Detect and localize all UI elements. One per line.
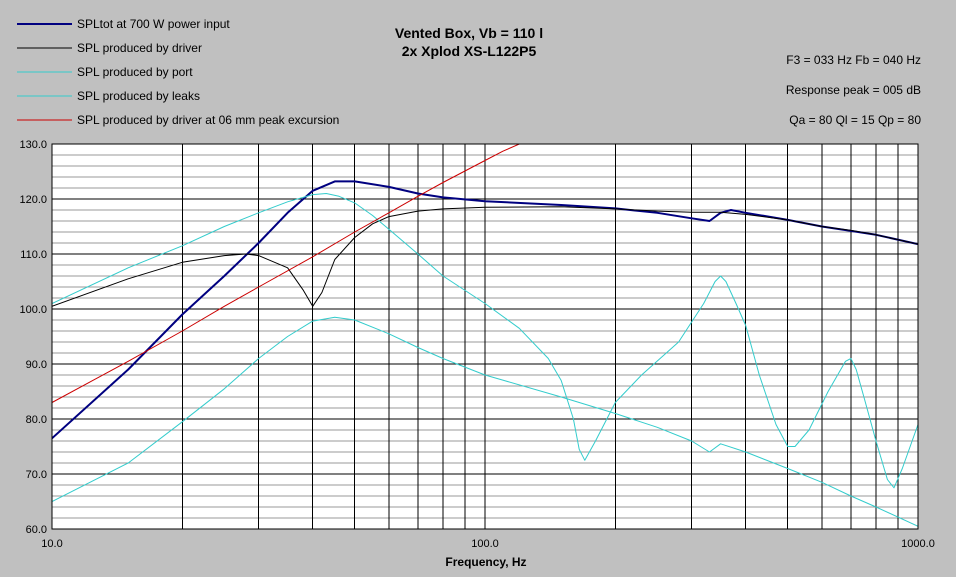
y-tick-label: 80.0	[26, 414, 47, 426]
series-line-5	[52, 144, 520, 403]
y-tick-label: 60.0	[26, 524, 47, 536]
legend-label: SPLtot at 700 W power input	[77, 17, 230, 31]
annotation-f3-fb: F3 = 033 Hz Fb = 040 Hz	[786, 53, 921, 67]
x-tick-label: 10.0	[41, 538, 62, 550]
chart-title: Vented Box, Vb = 110 l	[395, 25, 543, 41]
annotation-q-values: Qa = 80 Ql = 15 Qp = 80	[789, 113, 921, 127]
y-tick-label: 110.0	[20, 249, 47, 261]
grid	[52, 144, 918, 529]
y-tick-label: 70.0	[26, 469, 47, 481]
plot-frame	[51, 143, 919, 530]
series-line-2	[52, 206, 918, 307]
legend-label: SPL produced by driver at 06 mm peak exc…	[77, 113, 339, 127]
x-tick-label: 1000.0	[901, 538, 935, 550]
x-tick-label: 100.0	[471, 538, 499, 550]
legend-label: SPL produced by port	[77, 65, 193, 79]
series-line-4	[52, 316, 918, 527]
y-tick-label: 120.0	[19, 194, 47, 206]
series-layer	[52, 144, 918, 527]
legend: SPLtot at 700 W power input SPL produced …	[17, 17, 339, 127]
series-line-3	[52, 193, 918, 489]
legend-label: SPL produced by leaks	[77, 89, 200, 103]
y-tick-label: 130.0	[19, 139, 47, 151]
x-tick-labels: 10.0 100.0 1000.0	[41, 538, 935, 550]
annotation-response-peak: Response peak = 005 dB	[786, 83, 921, 97]
y-tick-label: 90.0	[26, 359, 47, 371]
legend-label: SPL produced by driver	[77, 41, 202, 55]
chart-subtitle: 2x Xplod XS-L122P5	[402, 43, 537, 59]
x-axis-label: Frequency, Hz	[445, 555, 526, 569]
y-tick-labels: 60.0 70.0 80.0 90.0 100.0 110.0 120.0 130.0	[19, 139, 47, 536]
y-tick-label: 100.0	[19, 304, 47, 316]
